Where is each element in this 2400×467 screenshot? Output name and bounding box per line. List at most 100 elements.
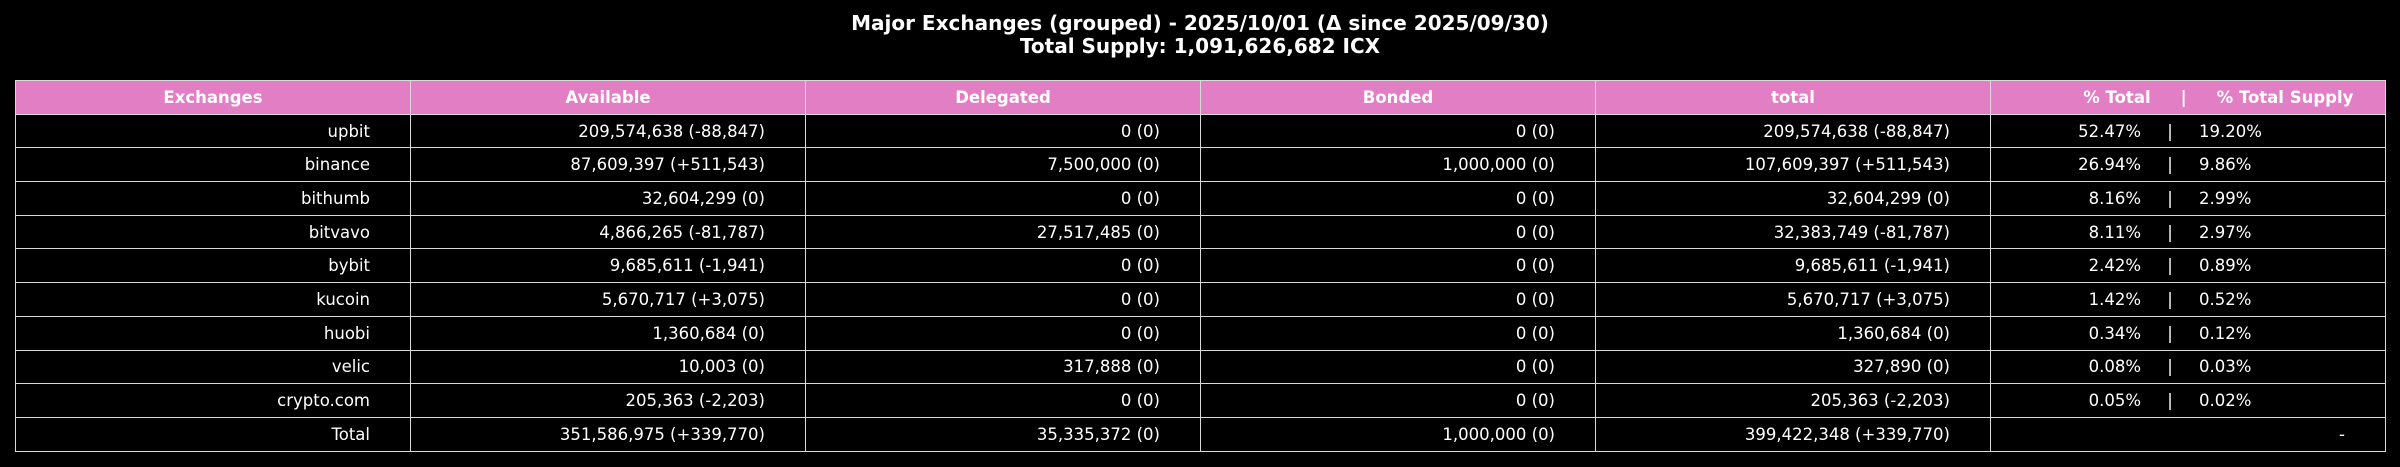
table-row: velic 10,003 (0) 317,888 (0) 0 (0) 327,890 (… — [15, 349, 2386, 385]
column-header-percent: % Total | % Total Supply — [1990, 80, 2386, 115]
cell-separator: | — [2167, 155, 2173, 175]
cell-pct-total: 8.11% — [2088, 222, 2141, 242]
cell-pct-total: 0.08% — [2088, 357, 2141, 377]
cell-delegated: 317,888 (0) — [805, 349, 1201, 385]
cell-percentages: 1.42% | 0.52% — [1990, 282, 2386, 317]
cell-total: 32,604,299 (0) — [1595, 181, 1991, 216]
cell-separator: | — [2167, 188, 2173, 208]
total-pct-dash: - — [2339, 424, 2345, 444]
cell-pct-total: 2.42% — [2088, 256, 2141, 276]
cell-pct-total: 26.94% — [2078, 155, 2141, 175]
cell-percentages: 26.94% | 9.86% — [1990, 147, 2386, 183]
cell-total: 5,670,717 (+3,075) — [1595, 282, 1991, 317]
cell-delegated: 0 (0) — [805, 113, 1201, 149]
cell-pct-supply: 0.02% — [2199, 391, 2252, 411]
cell-separator: | — [2167, 222, 2173, 242]
cell-pct-total: 52.47% — [2078, 121, 2141, 141]
table-row: binance 87,609,397 (+511,543) 7,500,000 (0… — [15, 147, 2386, 183]
chart-subtitle: Total Supply: 1,091,626,682 ICX — [1019, 34, 1381, 58]
chart-title-block: Major Exchanges (grouped) - 2025/10/01 (… — [0, 12, 2400, 58]
cell-total: 32,383,749 (-81,787) — [1595, 214, 1991, 250]
cell-separator: | — [2167, 121, 2173, 141]
cell-separator: | — [2167, 289, 2173, 309]
cell-delegated: 0 (0) — [805, 315, 1201, 351]
total-available: 351,586,975 (+339,770) — [410, 416, 806, 452]
cell-exchange: crypto.com — [15, 383, 411, 418]
cell-available: 1,360,684 (0) — [410, 315, 806, 351]
total-label: Total — [15, 416, 411, 452]
cell-exchange: upbit — [15, 113, 411, 149]
table-row: bithumb 32,604,299 (0) 0 (0) 0 (0) 32,604,29… — [15, 181, 2386, 216]
table-row: upbit 209,574,638 (-88,847) 0 (0) 0 (0) 209,… — [15, 113, 2386, 149]
cell-available: 205,363 (-2,203) — [410, 383, 806, 418]
cell-available: 5,670,717 (+3,075) — [410, 282, 806, 317]
cell-total: 107,609,397 (+511,543) — [1595, 147, 1991, 183]
cell-pct-total: 8.16% — [2088, 188, 2141, 208]
cell-exchange: bybit — [15, 248, 411, 284]
table-header-row: Exchanges Available Delegated Bonded tot… — [15, 80, 2386, 115]
cell-total: 205,363 (-2,203) — [1595, 383, 1991, 418]
table-total-row: Total 351,586,975 (+339,770) 35,335,372 (0… — [15, 416, 2386, 452]
cell-bonded: 1,000,000 (0) — [1200, 147, 1596, 183]
total-percentages: - — [1990, 416, 2386, 452]
cell-percentages: 8.16% | 2.99% — [1990, 181, 2386, 216]
cell-exchange: binance — [15, 147, 411, 183]
column-header-pct-supply: % Total Supply — [2216, 87, 2354, 107]
cell-bonded: 0 (0) — [1200, 282, 1596, 317]
cell-available: 9,685,611 (-1,941) — [410, 248, 806, 284]
cell-delegated: 0 (0) — [805, 282, 1201, 317]
cell-pct-supply: 0.52% — [2199, 289, 2252, 309]
cell-separator: | — [2167, 256, 2173, 276]
cell-bonded: 0 (0) — [1200, 248, 1596, 284]
column-header-pct-total: % Total — [2083, 87, 2151, 107]
cell-pct-total: 0.05% — [2088, 391, 2141, 411]
cell-pct-supply: 2.99% — [2199, 188, 2252, 208]
column-header-separator: | — [2180, 87, 2187, 107]
cell-exchange: bitvavo — [15, 214, 411, 250]
cell-exchange: velic — [15, 349, 411, 385]
cell-percentages: 0.34% | 0.12% — [1990, 315, 2386, 351]
cell-available: 4,866,265 (-81,787) — [410, 214, 806, 250]
cell-percentages: 2.42% | 0.89% — [1990, 248, 2386, 284]
table-row: kucoin 5,670,717 (+3,075) 0 (0) 0 (0) 5,670,… — [15, 282, 2386, 317]
cell-pct-total: 0.34% — [2088, 323, 2141, 343]
cell-pct-supply: 2.97% — [2199, 222, 2252, 242]
cell-exchange: kucoin — [15, 282, 411, 317]
cell-total: 327,890 (0) — [1595, 349, 1991, 385]
table-row: bitvavo 4,866,265 (-81,787) 27,517,485 (0)… — [15, 214, 2386, 250]
cell-percentages: 8.11% | 2.97% — [1990, 214, 2386, 250]
cell-exchange: bithumb — [15, 181, 411, 216]
cell-separator: | — [2167, 357, 2173, 377]
cell-bonded: 0 (0) — [1200, 349, 1596, 385]
cell-total: 9,685,611 (-1,941) — [1595, 248, 1991, 284]
cell-delegated: 7,500,000 (0) — [805, 147, 1201, 183]
cell-delegated: 0 (0) — [805, 181, 1201, 216]
table-body: upbit 209,574,638 (-88,847) 0 (0) 0 (0) 209,… — [15, 113, 2386, 452]
column-header-available: Available — [410, 80, 806, 115]
cell-bonded: 0 (0) — [1200, 113, 1596, 149]
total-bonded: 1,000,000 (0) — [1200, 416, 1596, 452]
cell-available: 10,003 (0) — [410, 349, 806, 385]
cell-pct-supply: 0.12% — [2199, 323, 2252, 343]
cell-delegated: 0 (0) — [805, 248, 1201, 284]
cell-pct-total: 1.42% — [2088, 289, 2141, 309]
column-header-delegated: Delegated — [805, 80, 1201, 115]
column-header-bonded: Bonded — [1200, 80, 1596, 115]
cell-available: 209,574,638 (-88,847) — [410, 113, 806, 149]
table-row: bybit 9,685,611 (-1,941) 0 (0) 0 (0) 9,685,6… — [15, 248, 2386, 284]
cell-bonded: 0 (0) — [1200, 181, 1596, 216]
cell-delegated: 27,517,485 (0) — [805, 214, 1201, 250]
table-row: huobi 1,360,684 (0) 0 (0) 0 (0) 1,360,684 (0… — [15, 315, 2386, 351]
cell-percentages: 0.08% | 0.03% — [1990, 349, 2386, 385]
column-header-exchanges: Exchanges — [15, 80, 411, 115]
cell-available: 87,609,397 (+511,543) — [410, 147, 806, 183]
cell-bonded: 0 (0) — [1200, 383, 1596, 418]
column-header-total: total — [1595, 80, 1991, 115]
cell-exchange: huobi — [15, 315, 411, 351]
cell-pct-supply: 0.89% — [2199, 256, 2252, 276]
cell-bonded: 0 (0) — [1200, 315, 1596, 351]
exchanges-table: Exchanges Available Delegated Bonded tot… — [15, 80, 2386, 452]
cell-separator: | — [2167, 391, 2173, 411]
cell-percentages: 0.05% | 0.02% — [1990, 383, 2386, 418]
cell-total: 209,574,638 (-88,847) — [1595, 113, 1991, 149]
